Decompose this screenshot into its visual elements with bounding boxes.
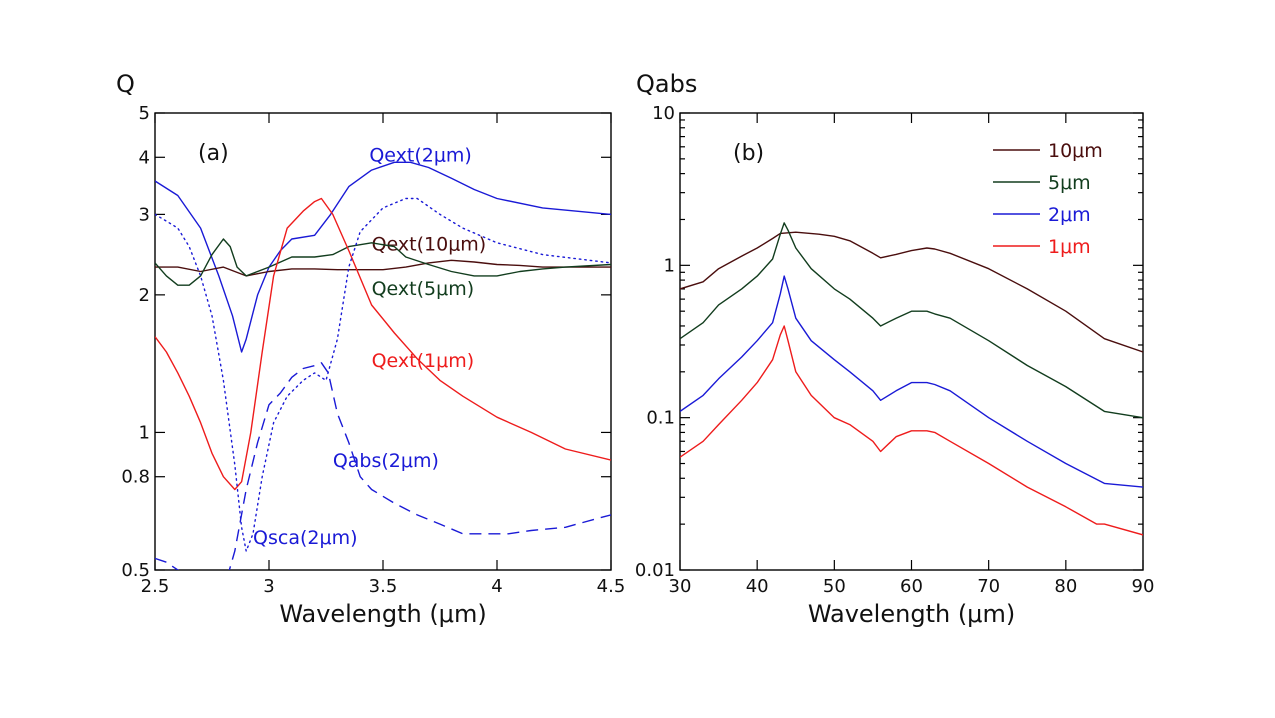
panel-b-xtick-label: 30	[669, 576, 692, 597]
legend-label-1um: 1μm	[1048, 236, 1091, 258]
panel-a-x-axis-title: Wavelength (μm)	[279, 600, 486, 628]
legend-label-5um: 5μm	[1048, 172, 1091, 194]
panel-b-ytick-label: 0.1	[646, 408, 675, 429]
panel-a-ytick-label: 5	[139, 103, 150, 124]
panel-b-xtick-label: 60	[900, 576, 923, 597]
panel-b-xtick-label: 80	[1054, 576, 1077, 597]
panel-b-ytick-label: 0.01	[635, 560, 675, 581]
panel-a-ytick-label: 2	[139, 285, 150, 306]
panel-b-series-2um	[680, 275, 1143, 488]
panel-a-xtick-label: 3.5	[369, 576, 398, 597]
panel-b-xtick-label: 70	[977, 576, 1000, 597]
panel-a-label-qext-2um: Qext(2μm)	[369, 144, 472, 166]
panel-a-ytick-label: 0.5	[121, 560, 150, 581]
panel-a-series-qsca-2um	[155, 197, 611, 552]
panel-a-series-qext-5um	[155, 238, 611, 286]
panel-b-ytick-label: 1	[664, 255, 675, 276]
panel-a-ytick-label: 0.8	[121, 467, 150, 488]
panel-b-xtick-label: 40	[746, 576, 769, 597]
panel-b-series-10um	[680, 231, 1143, 353]
panel-a-series-qabs-2um	[155, 362, 611, 570]
panel-a: 2.5 3 3.5 4 4.5 0.5 0.8 1 2 3 4 5 Wavelength (μm) Q (a…	[116, 70, 625, 628]
panel-b-xtick-label: 50	[823, 576, 846, 597]
panel-a-label-qext-1um: Qext(1μm)	[372, 350, 475, 372]
panel-a-series-qext-10um	[155, 259, 611, 277]
panel-b: 30 40 50 60 70 80 90 0.01 0.1 1 10 Wavelength (μm) Q…	[635, 70, 1155, 628]
panel-b-legend: 10μm 5μm 2μm 1μm	[993, 140, 1103, 258]
panel-b-ytick-label: 10	[652, 103, 675, 124]
panel-a-ytick-label: 3	[139, 204, 150, 225]
panel-a-y-axis-title: Q	[116, 70, 135, 98]
panel-a-series-qext-1um	[155, 197, 611, 491]
panel-a-label-qext-5um: Qext(5μm)	[372, 278, 475, 300]
panel-a-label-qext-10um: Qext(10μm)	[372, 234, 487, 256]
panel-b-y-axis-title: Qabs	[636, 70, 697, 98]
panel-b-panel-label: (b)	[733, 141, 764, 166]
panel-a-ytick-label: 4	[139, 147, 150, 168]
panel-a-label-qabs-2um: Qabs(2μm)	[333, 450, 439, 472]
panel-a-xtick-label: 4.5	[597, 576, 626, 597]
panel-a-xtick-label: 3	[263, 576, 274, 597]
panel-a-series-qext-2um	[155, 161, 611, 353]
legend-label-2um: 2μm	[1048, 204, 1091, 226]
legend-label-10um: 10μm	[1048, 140, 1103, 162]
panel-a-xtick-label: 2.5	[141, 576, 170, 597]
panel-b-x-axis-title: Wavelength (μm)	[808, 600, 1015, 628]
panel-a-panel-label: (a)	[198, 141, 229, 166]
panel-b-series-1um	[680, 325, 1143, 536]
panel-a-plot-frame	[154, 112, 612, 571]
panel-b-xtick-label: 90	[1132, 576, 1155, 597]
panel-b-series-5um	[680, 222, 1143, 419]
panel-a-xtick-label: 4	[491, 576, 502, 597]
panel-a-ytick-label: 1	[139, 422, 150, 443]
panel-a-label-qsca-2um: Qsca(2μm)	[253, 527, 357, 549]
